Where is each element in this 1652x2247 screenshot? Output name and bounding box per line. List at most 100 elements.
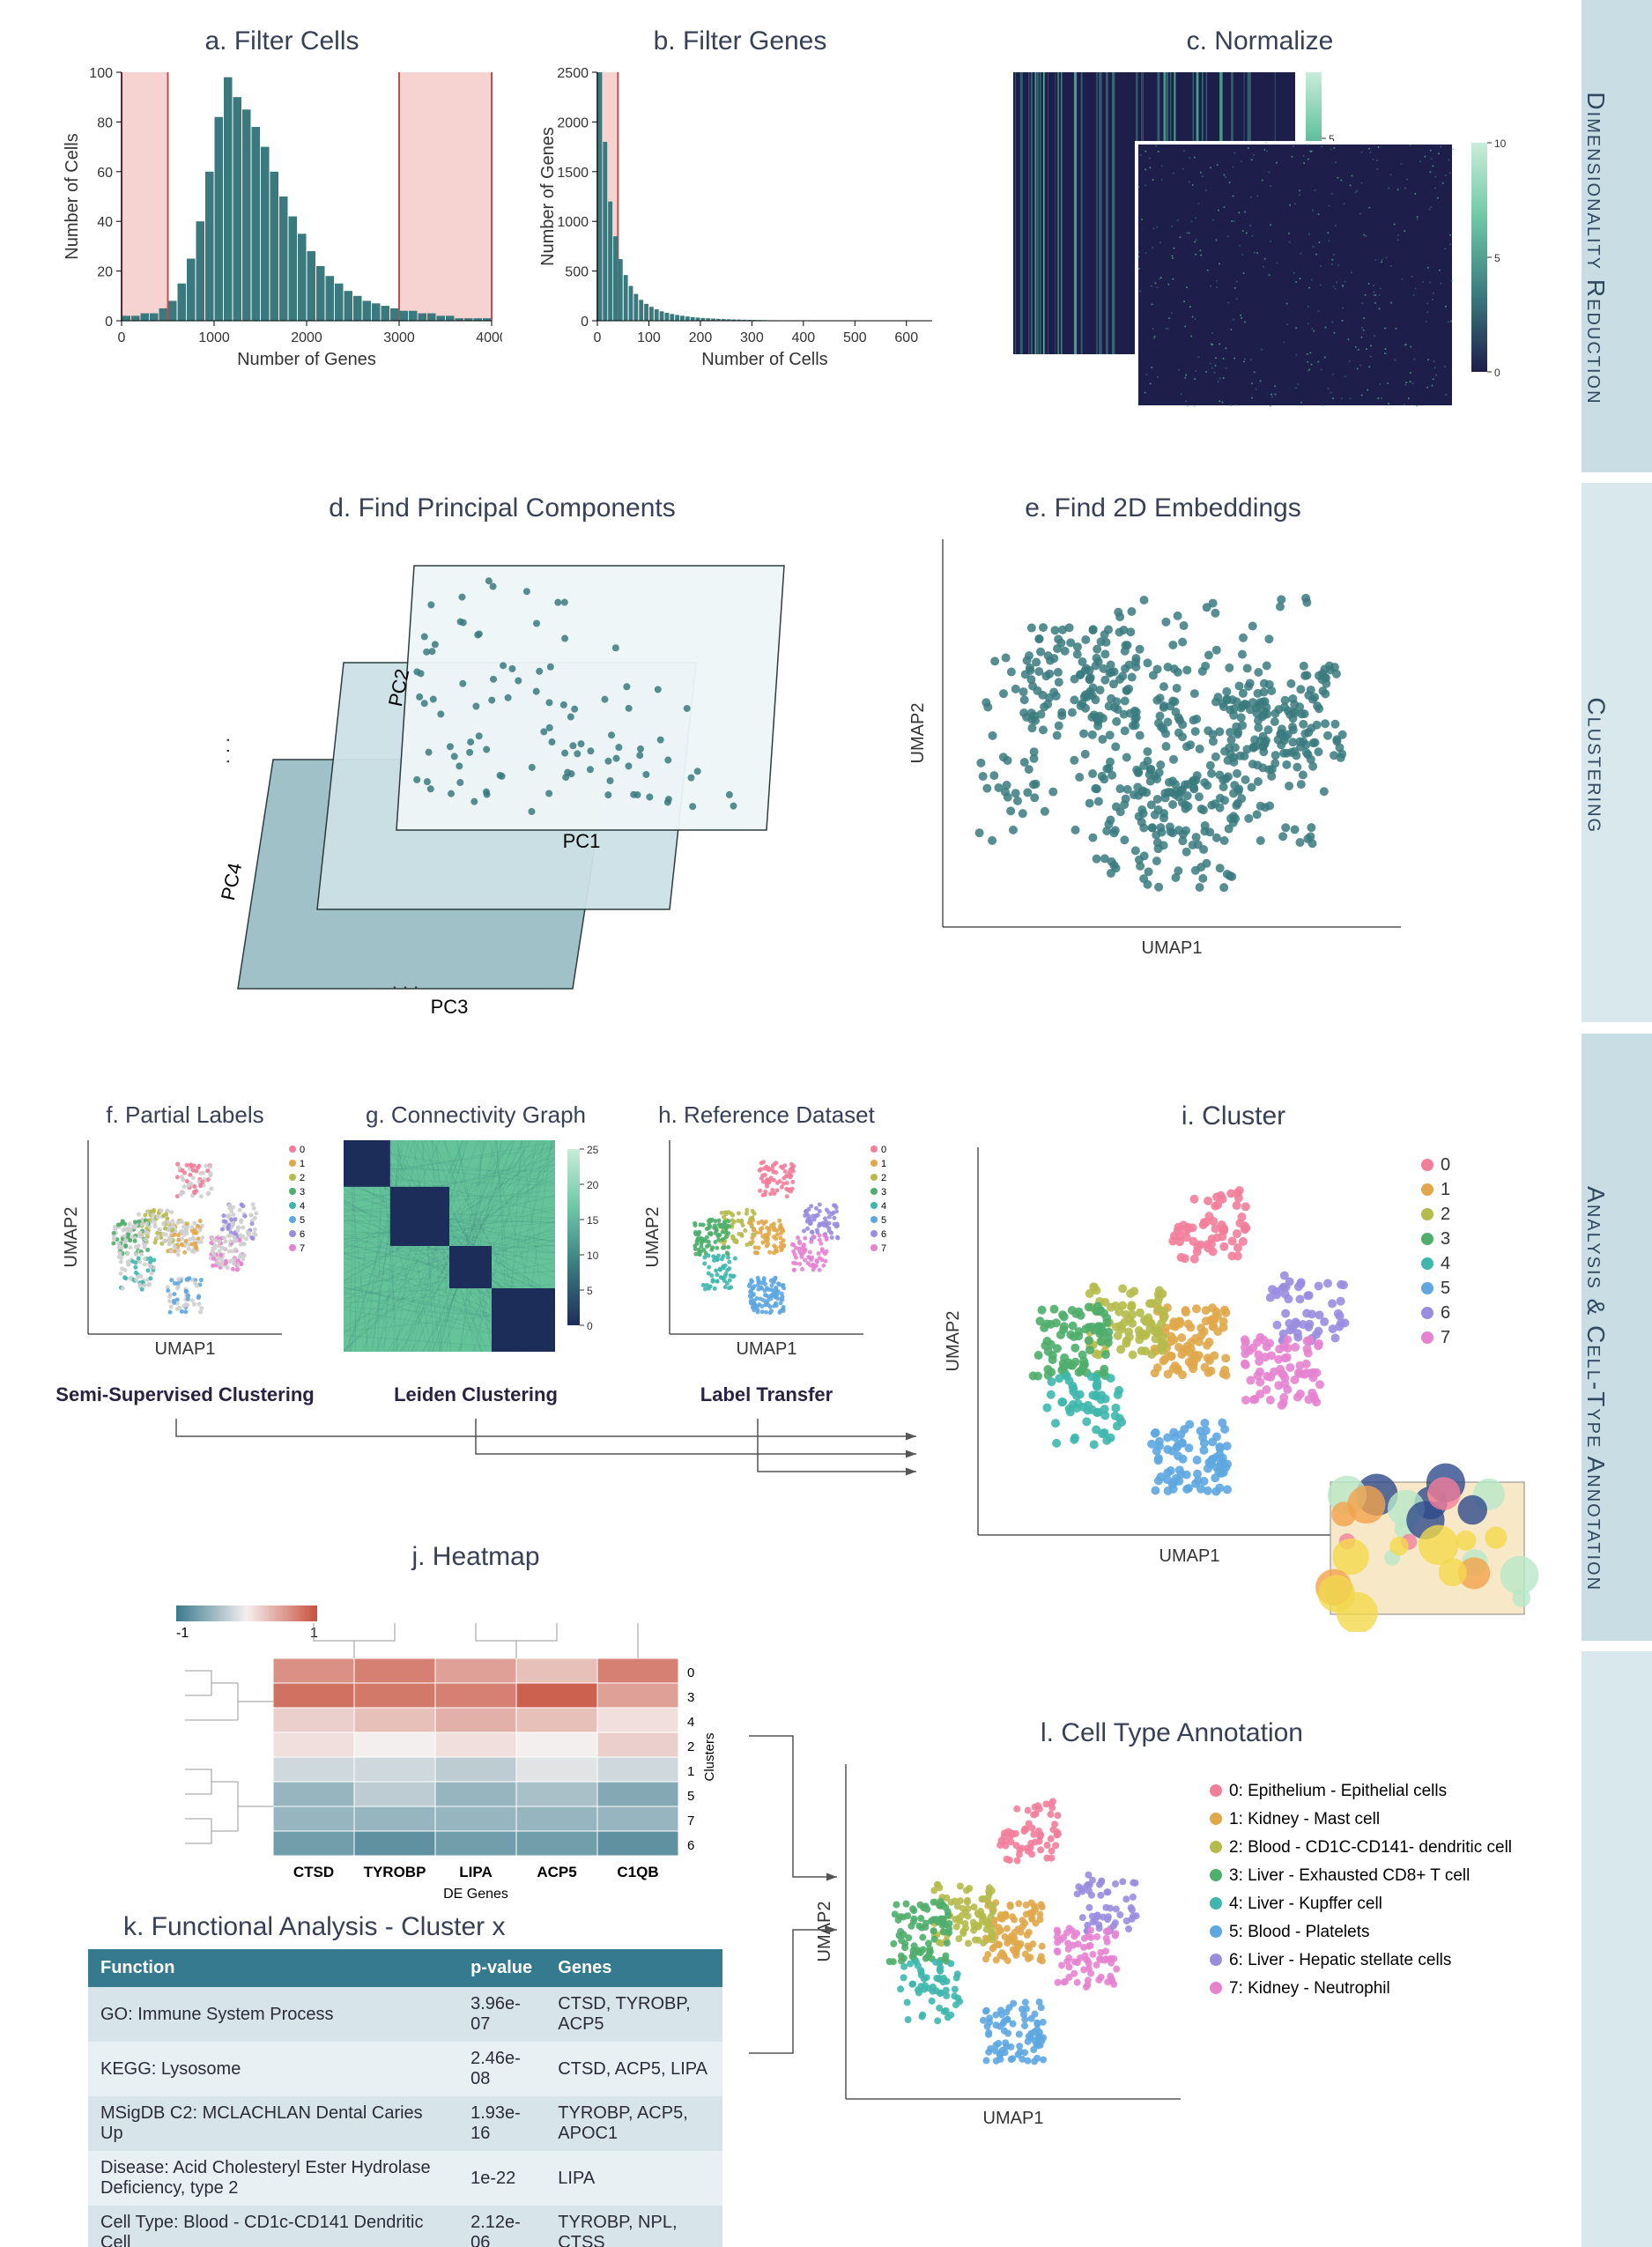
svg-text:5: 5 bbox=[1441, 1279, 1450, 1298]
svg-text:0: 0 bbox=[300, 1145, 305, 1155]
svg-text:Number of Genes: Number of Genes bbox=[237, 350, 376, 369]
svg-text:PC1: PC1 bbox=[563, 830, 601, 852]
svg-text:6: Liver - Hepatic stellate ce: 6: Liver - Hepatic stellate cells bbox=[1229, 1951, 1451, 1969]
svg-text:UMAP2: UMAP2 bbox=[62, 1207, 81, 1268]
svg-text:2: 2 bbox=[687, 1739, 694, 1754]
svg-text:4: Liver - Kupffer cell: 4: Liver - Kupffer cell bbox=[1229, 1895, 1382, 1913]
svg-text:7: 7 bbox=[881, 1243, 886, 1254]
svg-text:15: 15 bbox=[587, 1214, 599, 1227]
svg-text:1: 1 bbox=[687, 1764, 694, 1779]
svg-text:5: 5 bbox=[881, 1215, 886, 1226]
svg-text:Number of Cells: Number of Cells bbox=[63, 133, 82, 259]
svg-text:C1QB: C1QB bbox=[617, 1864, 658, 1880]
arrows bbox=[35, 1401, 934, 1507]
svg-text:300: 300 bbox=[740, 330, 764, 345]
svg-text:UMAP1: UMAP1 bbox=[1142, 938, 1203, 958]
panel-g-title: g. Connectivity Graph bbox=[335, 1101, 617, 1129]
svg-text:7: 7 bbox=[1441, 1328, 1450, 1347]
svg-text:1: Kidney - Mast cell: 1: Kidney - Mast cell bbox=[1229, 1810, 1380, 1828]
panel-a-title: a. Filter Cells bbox=[62, 26, 502, 56]
svg-text:7: 7 bbox=[687, 1813, 694, 1828]
svg-text:Number of Cells: Number of Cells bbox=[701, 350, 827, 369]
svg-text:. . .: . . . bbox=[392, 971, 419, 993]
table-row: KEGG: Lysosome2.46e-08CTSD, ACP5, LIPA bbox=[88, 2042, 722, 2096]
svg-text:3: Liver - Exhausted CD8+ T ce: 3: Liver - Exhausted CD8+ T cell bbox=[1229, 1866, 1470, 1885]
svg-text:2000: 2000 bbox=[291, 330, 322, 345]
panel-d-title: d. Find Principal Components bbox=[185, 493, 819, 523]
svg-text:1000: 1000 bbox=[557, 215, 589, 230]
svg-text:UMAP1: UMAP1 bbox=[155, 1339, 216, 1359]
svg-text:1000: 1000 bbox=[198, 330, 230, 345]
svg-text:0: Epithelium - Epithelial cel: 0: Epithelium - Epithelial cells bbox=[1229, 1782, 1447, 1800]
panel-j-chart: -1103421576CTSDTYROBPLIPAACP5C1QBDE Gene… bbox=[150, 1579, 802, 1914]
svg-text:0: 0 bbox=[1494, 367, 1500, 379]
panel-a-chart: 01000200030004000020406080100Number of G… bbox=[62, 63, 502, 372]
svg-text:80: 80 bbox=[97, 115, 113, 130]
svg-text:10: 10 bbox=[587, 1250, 599, 1262]
svg-text:LIPA: LIPA bbox=[459, 1864, 492, 1880]
panel-k-table: Functionp-valueGenesGO: Immune System Pr… bbox=[88, 1949, 740, 2247]
svg-text:2: 2 bbox=[1441, 1205, 1450, 1224]
col-Function: Function bbox=[88, 1949, 458, 1987]
panel-j-title: j. Heatmap bbox=[150, 1542, 802, 1572]
svg-text:5: 5 bbox=[587, 1285, 593, 1297]
svg-text:7: Kidney - Neutrophil: 7: Kidney - Neutrophil bbox=[1229, 1979, 1390, 1998]
col-Genes: Genes bbox=[545, 1949, 722, 1987]
sideband-label-1: Dimensionality Reduction bbox=[1582, 0, 1610, 501]
svg-text:4000: 4000 bbox=[476, 330, 502, 345]
arrows-2 bbox=[740, 1613, 846, 2141]
svg-text:2500: 2500 bbox=[557, 66, 589, 81]
col-p-value: p-value bbox=[458, 1949, 545, 1987]
svg-text:Number of Genes: Number of Genes bbox=[538, 127, 558, 266]
svg-text:600: 600 bbox=[894, 330, 918, 345]
panel-d-chart: . . .. . .PC1PC2PC3PC4 bbox=[185, 530, 819, 1024]
svg-text:3: 3 bbox=[300, 1187, 305, 1198]
table-row: Cell Type: Blood - CD1c-CD141 Dendritic … bbox=[88, 2206, 722, 2247]
svg-text:500: 500 bbox=[843, 330, 867, 345]
svg-text:UMAP2: UMAP2 bbox=[908, 703, 928, 764]
svg-text:UMAP1: UMAP1 bbox=[1159, 1546, 1220, 1566]
sideband-3: Analysis & Cell-Type Annotation bbox=[1582, 1651, 1652, 2247]
sideband-label-2: Clustering bbox=[1582, 480, 1610, 1052]
panel-i-title: i. Cluster bbox=[925, 1101, 1542, 1131]
panel-l-chart: UMAP1UMAP20: Epithelium - Epithelial cel… bbox=[802, 1755, 1542, 2178]
panel-e-title: e. Find 2D Embeddings bbox=[890, 493, 1436, 523]
svg-text:20: 20 bbox=[97, 265, 113, 280]
sideband-label-3: Analysis & Cell-Type Annotation bbox=[1582, 1109, 1610, 1670]
svg-text:0: 0 bbox=[105, 315, 113, 330]
svg-text:. . .: . . . bbox=[211, 738, 233, 765]
svg-text:20: 20 bbox=[587, 1179, 599, 1191]
panel-c-chart: 050510 bbox=[987, 63, 1533, 416]
svg-text:400: 400 bbox=[791, 330, 815, 345]
svg-text:5: Blood - Platelets: 5: Blood - Platelets bbox=[1229, 1923, 1369, 1941]
svg-text:1: 1 bbox=[1441, 1180, 1450, 1199]
svg-text:200: 200 bbox=[689, 330, 713, 345]
svg-text:-1: -1 bbox=[176, 1626, 189, 1641]
panel-i-chart: UMAP1UMAP201234567 bbox=[925, 1138, 1542, 1632]
svg-text:5: 5 bbox=[687, 1789, 694, 1804]
svg-text:2: 2 bbox=[881, 1173, 886, 1183]
svg-text:ACP5: ACP5 bbox=[537, 1864, 576, 1880]
panel-f-chart: UMAP1UMAP201234567 bbox=[53, 1136, 317, 1383]
panel-b-title: b. Filter Genes bbox=[537, 26, 943, 56]
svg-text:0: 0 bbox=[594, 330, 602, 345]
svg-text:3: 3 bbox=[881, 1187, 886, 1198]
svg-text:10: 10 bbox=[1494, 137, 1507, 150]
svg-text:0: 0 bbox=[581, 315, 589, 330]
svg-text:6: 6 bbox=[881, 1229, 886, 1240]
svg-text:1: 1 bbox=[881, 1159, 886, 1169]
svg-text:7: 7 bbox=[300, 1243, 305, 1254]
svg-text:40: 40 bbox=[97, 215, 113, 230]
svg-text:0: 0 bbox=[118, 330, 126, 345]
svg-text:60: 60 bbox=[97, 166, 113, 181]
svg-text:100: 100 bbox=[89, 66, 113, 81]
svg-text:TYROBP: TYROBP bbox=[364, 1864, 426, 1880]
svg-text:4: 4 bbox=[1441, 1254, 1450, 1273]
panel-g-chart: 0510152025 bbox=[335, 1136, 617, 1383]
svg-text:0: 0 bbox=[587, 1320, 593, 1332]
panel-h-title: h. Reference Dataset bbox=[634, 1101, 899, 1129]
svg-text:6: 6 bbox=[1441, 1303, 1450, 1323]
svg-text:1: 1 bbox=[300, 1159, 305, 1169]
svg-text:UMAP2: UMAP2 bbox=[944, 1311, 963, 1372]
svg-text:2000: 2000 bbox=[557, 115, 589, 130]
